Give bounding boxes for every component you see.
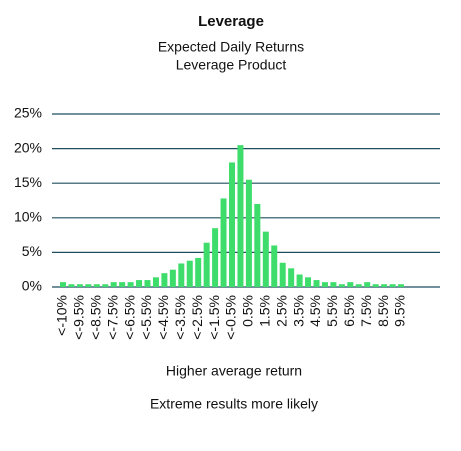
x-tick-label: <-8.5% <box>88 295 104 340</box>
x-tick-label: <-6.5% <box>121 295 137 340</box>
bar <box>321 282 328 287</box>
bar <box>136 280 143 287</box>
bar <box>102 284 109 287</box>
bar <box>144 280 151 287</box>
bar <box>262 231 269 287</box>
bar <box>279 262 286 287</box>
x-tick-label: 3.5% <box>290 295 306 327</box>
bar <box>338 284 345 287</box>
bar <box>195 257 202 287</box>
bar <box>389 284 396 287</box>
x-tick-label: 8.5% <box>375 295 391 327</box>
bar <box>305 277 312 287</box>
x-tick-label: 9.5% <box>392 295 408 327</box>
bar <box>229 162 235 287</box>
x-tick-label: 4.5% <box>307 295 323 327</box>
x-tick-label: <-1.5% <box>206 295 222 340</box>
bar <box>330 282 337 287</box>
bar <box>203 242 210 287</box>
bar <box>152 277 159 287</box>
bar <box>296 274 303 287</box>
bar <box>372 284 379 287</box>
bar <box>347 282 354 287</box>
x-tick-label: 7.5% <box>358 295 374 327</box>
chart-subtitle: Leverage Product <box>176 57 287 73</box>
bar <box>364 282 371 287</box>
bar <box>127 282 134 287</box>
x-tick-label: 1.5% <box>257 295 273 327</box>
bar <box>212 228 219 287</box>
bar <box>398 284 404 287</box>
x-tick-label: 0.5% <box>240 295 256 327</box>
bar <box>381 284 388 287</box>
x-tick-label: <-2.5% <box>189 295 205 340</box>
bar <box>186 260 193 287</box>
x-tick-label: <-0.5% <box>223 295 239 340</box>
chart-subtitle: Expected Daily Returns <box>158 39 304 55</box>
y-tick-label: 0% <box>22 278 42 294</box>
x-tick-label: 6.5% <box>341 295 357 327</box>
y-tick-label: 15% <box>14 174 42 190</box>
bar <box>254 203 261 287</box>
bar <box>93 284 100 287</box>
bar <box>245 179 252 287</box>
bar <box>313 280 320 287</box>
annotation: Higher average return <box>166 363 302 379</box>
bar <box>271 245 278 287</box>
bar <box>110 282 117 287</box>
y-tick-label: 20% <box>14 139 42 155</box>
bar <box>85 284 92 287</box>
bar <box>237 145 244 287</box>
bar <box>220 198 227 287</box>
bar <box>76 284 83 287</box>
bar <box>169 269 176 287</box>
x-tick-label: <-10% <box>54 295 70 336</box>
bar <box>355 284 362 287</box>
annotation: Extreme results more likely <box>150 396 318 412</box>
x-tick-label: <-9.5% <box>71 295 87 340</box>
bar <box>288 268 295 287</box>
chart-title: Leverage <box>198 13 264 30</box>
y-tick-label: 10% <box>14 209 42 225</box>
bar <box>119 282 126 287</box>
bar <box>60 282 66 287</box>
x-tick-label: 5.5% <box>324 295 340 327</box>
y-tick-label: 5% <box>22 243 42 259</box>
y-tick-label: 25% <box>14 105 42 121</box>
x-tick-label: <-7.5% <box>104 295 120 340</box>
bar <box>178 263 185 287</box>
x-tick-label: <-3.5% <box>172 295 188 340</box>
x-tick-label: 2.5% <box>273 295 289 327</box>
x-tick-label: <-5.5% <box>138 295 154 340</box>
x-tick-label: <-4.5% <box>155 295 171 340</box>
bar <box>161 273 168 287</box>
bar <box>68 284 75 287</box>
